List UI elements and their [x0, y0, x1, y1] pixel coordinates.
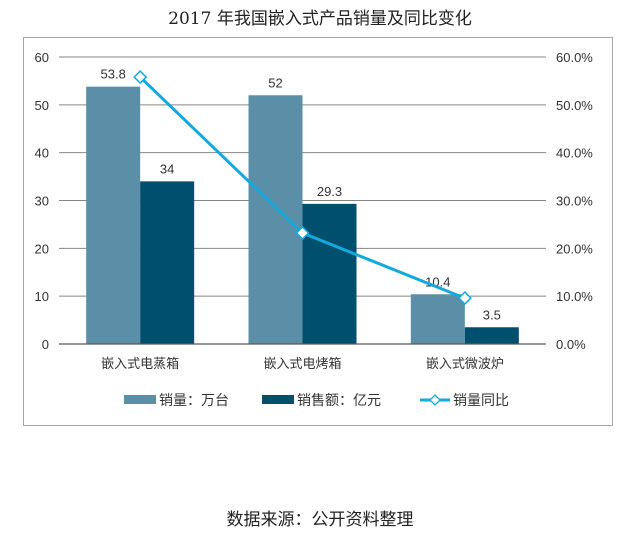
bar-data-label: 29.3 [317, 184, 342, 199]
diamond-marker-icon [429, 394, 441, 406]
category-labels: 嵌入式电蒸箱 嵌入式电烤箱 嵌入式微波炉 [101, 356, 504, 372]
left-axis: 0 10 20 30 40 50 60 [35, 50, 49, 352]
right-tick-label: 50.0% [556, 98, 593, 113]
bar-sales-amount [302, 203, 357, 344]
legend-swatch-icon [124, 395, 156, 404]
left-tick-label: 40 [35, 146, 49, 161]
left-tick-label: 60 [35, 50, 49, 65]
left-tick-label: 20 [35, 241, 49, 256]
legend-item: 销量：万台 [124, 393, 229, 409]
category-label: 嵌入式微波炉 [426, 357, 504, 372]
source-note: 数据来源：公开资料整理 [226, 510, 414, 530]
legend-label: 销售额：亿元 [297, 393, 381, 409]
legend-swatch-icon [262, 395, 294, 404]
chart-title: 2017 年我国嵌入式产品销量及同比变化 [168, 9, 472, 29]
diamond-marker-icon [295, 225, 310, 241]
legend-label: 销量：万台 [159, 393, 229, 409]
right-tick-label: 30.0% [556, 194, 593, 209]
left-tick-label: 0 [42, 337, 49, 352]
left-tick-label: 30 [35, 194, 49, 209]
bar-sales-volume [86, 86, 141, 344]
right-tick-label: 40.0% [556, 146, 593, 161]
left-tick-label: 50 [35, 98, 49, 113]
yoy-line-series [133, 70, 472, 306]
chart-frame [23, 37, 613, 426]
right-axis: 0.0% 10.0% 20.0% 30.0% 40.0% 50.0% 60.0% [556, 50, 593, 352]
right-tick-label: 10.0% [556, 289, 593, 304]
category-label: 嵌入式电蒸箱 [101, 356, 179, 372]
bar-sales-volume [410, 294, 465, 344]
left-tick-label: 10 [35, 289, 49, 304]
bar-sales-amount [140, 181, 195, 344]
bar-sales-amount [464, 327, 519, 344]
bar-data-label: 34 [160, 161, 174, 176]
right-tick-label: 60.0% [556, 50, 593, 65]
legend: 销量：万台 销售额：亿元 销量同比 [124, 393, 509, 409]
bar-data-label: 53.8 [101, 67, 126, 82]
legend-item: 销量同比 [420, 393, 509, 409]
bar-data-label: 3.5 [483, 307, 501, 322]
right-tick-label: 20.0% [556, 241, 593, 256]
right-tick-label: 0.0% [556, 337, 586, 352]
legend-label: 销量同比 [453, 393, 509, 409]
category-label: 嵌入式电烤箱 [263, 356, 341, 372]
diamond-marker-icon [133, 70, 148, 85]
bar-series [86, 86, 519, 345]
legend-item: 销售额：亿元 [262, 393, 381, 409]
diamond-marker-icon [457, 291, 472, 306]
bar-data-label: 52 [268, 75, 282, 90]
bar-sales-volume [248, 95, 303, 345]
